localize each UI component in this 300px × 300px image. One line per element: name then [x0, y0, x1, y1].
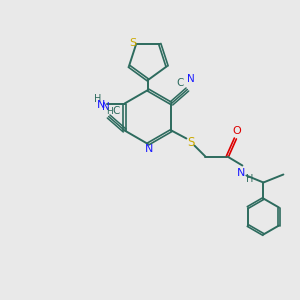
Text: S: S — [130, 38, 137, 48]
Text: N: N — [187, 74, 194, 85]
Text: S: S — [188, 136, 195, 149]
Text: N: N — [102, 101, 110, 112]
Text: N: N — [96, 100, 105, 110]
Text: N: N — [145, 144, 153, 154]
Text: N: N — [237, 169, 246, 178]
Text: C: C — [177, 79, 184, 88]
Text: O: O — [232, 127, 241, 136]
Text: C: C — [112, 106, 119, 116]
Text: H: H — [106, 107, 113, 116]
Text: H: H — [246, 175, 253, 184]
Text: H: H — [94, 94, 101, 103]
